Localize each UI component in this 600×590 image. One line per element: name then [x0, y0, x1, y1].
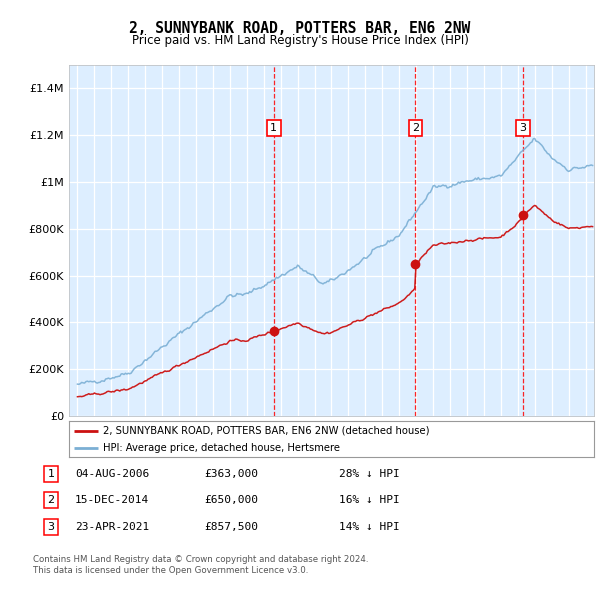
Text: Price paid vs. HM Land Registry's House Price Index (HPI): Price paid vs. HM Land Registry's House …: [131, 34, 469, 47]
Text: £857,500: £857,500: [204, 522, 258, 532]
Text: 04-AUG-2006: 04-AUG-2006: [75, 469, 149, 478]
Text: 1: 1: [47, 469, 55, 478]
Text: 15-DEC-2014: 15-DEC-2014: [75, 496, 149, 505]
Text: 2, SUNNYBANK ROAD, POTTERS BAR, EN6 2NW: 2, SUNNYBANK ROAD, POTTERS BAR, EN6 2NW: [130, 21, 470, 35]
Text: 14% ↓ HPI: 14% ↓ HPI: [339, 522, 400, 532]
Text: 23-APR-2021: 23-APR-2021: [75, 522, 149, 532]
Text: 16% ↓ HPI: 16% ↓ HPI: [339, 496, 400, 505]
Text: 2: 2: [412, 123, 419, 133]
Text: HPI: Average price, detached house, Hertsmere: HPI: Average price, detached house, Hert…: [103, 443, 340, 453]
Text: 2: 2: [47, 496, 55, 505]
Text: 28% ↓ HPI: 28% ↓ HPI: [339, 469, 400, 478]
Text: 3: 3: [47, 522, 55, 532]
Text: 1: 1: [270, 123, 277, 133]
Text: Contains HM Land Registry data © Crown copyright and database right 2024.: Contains HM Land Registry data © Crown c…: [33, 555, 368, 564]
Text: £363,000: £363,000: [204, 469, 258, 478]
Text: £650,000: £650,000: [204, 496, 258, 505]
Text: 2, SUNNYBANK ROAD, POTTERS BAR, EN6 2NW (detached house): 2, SUNNYBANK ROAD, POTTERS BAR, EN6 2NW …: [103, 426, 430, 436]
Text: This data is licensed under the Open Government Licence v3.0.: This data is licensed under the Open Gov…: [33, 566, 308, 575]
Text: 3: 3: [520, 123, 527, 133]
